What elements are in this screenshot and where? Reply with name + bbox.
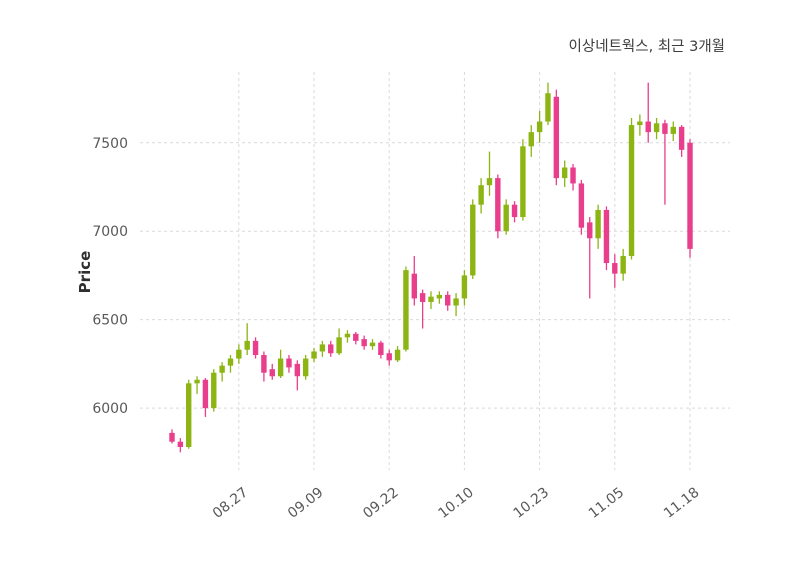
- candle-body: [553, 96, 560, 179]
- candle-body: [261, 355, 267, 373]
- candle-body: [486, 178, 493, 186]
- candle-body: [511, 204, 518, 218]
- candle-body: [344, 333, 351, 338]
- candle-body: [520, 146, 526, 218]
- candle-body: [227, 358, 234, 366]
- candle-body: [336, 337, 342, 354]
- x-tick-label: 10.23: [511, 485, 552, 522]
- candle-body: [177, 441, 184, 448]
- candle-body: [378, 342, 384, 356]
- candle-body: [169, 432, 175, 442]
- candle-body: [687, 142, 693, 249]
- y-tick-label: 7000: [92, 224, 128, 240]
- y-axis-label: Price: [76, 251, 94, 294]
- candle-body: [461, 275, 468, 299]
- candle-body: [386, 353, 392, 361]
- candle-body: [470, 204, 476, 276]
- candle-body: [603, 209, 610, 264]
- candle-body: [587, 222, 593, 239]
- x-tick-label: 08.27: [210, 485, 251, 522]
- candle-body: [536, 121, 543, 133]
- candle-body: [252, 340, 259, 356]
- candle-body: [478, 185, 484, 205]
- candle-body: [311, 351, 317, 359]
- x-tick-label: 11.05: [586, 485, 627, 522]
- candle-body: [670, 126, 676, 134]
- chart-title: 이상네트웍스, 최근 3개월: [569, 38, 725, 55]
- candle-body: [645, 121, 651, 133]
- candle-body: [211, 372, 217, 409]
- y-tick-label: 7500: [92, 136, 128, 152]
- plot-area: 6000 6500 7000 7500 08.27 09.09 09.22 10.10 10.2…: [92, 72, 730, 522]
- candle-body: [202, 379, 209, 409]
- y-tick-label: 6500: [92, 313, 128, 329]
- candle-body: [628, 125, 635, 256]
- candle-body: [495, 178, 501, 232]
- candle-body: [620, 255, 626, 274]
- x-tick-label: 10.10: [435, 485, 476, 522]
- candle-body: [662, 123, 668, 134]
- candle-body: [411, 273, 417, 299]
- candle-body: [403, 270, 409, 350]
- candle-body: [595, 209, 601, 239]
- candle-body: [277, 358, 284, 377]
- candle-body: [394, 349, 401, 361]
- candle-body: [186, 383, 192, 448]
- candle-body: [302, 358, 309, 377]
- candle-body: [219, 365, 225, 373]
- x-tick-label: 09.09: [285, 485, 326, 522]
- candle-body: [269, 369, 275, 377]
- candle-body: [428, 296, 434, 302]
- candle-body: [561, 167, 568, 179]
- candle-body: [528, 132, 534, 147]
- y-tick-label: 6000: [92, 401, 128, 417]
- candle-body: [361, 339, 367, 347]
- candle-body: [194, 379, 200, 384]
- candle-body: [653, 123, 660, 133]
- candle-body: [453, 298, 459, 306]
- candle-body: [678, 126, 685, 150]
- candle-body: [244, 340, 250, 350]
- candle-body: [570, 167, 576, 184]
- candle-body: [286, 358, 292, 368]
- candle-body: [545, 93, 551, 122]
- candle-body: [236, 349, 242, 359]
- candle-body: [369, 342, 376, 347]
- candle-body: [294, 363, 301, 377]
- x-tick-label: 09.22: [360, 485, 401, 522]
- candle-body: [503, 204, 509, 232]
- candle-body: [353, 333, 359, 341]
- candle-body: [436, 294, 443, 299]
- x-tick-label: 11.18: [661, 485, 702, 522]
- candle-body: [419, 293, 426, 302]
- candle-body: [612, 263, 618, 274]
- candle-body: [637, 121, 643, 126]
- candle-body: [445, 294, 451, 306]
- candle-body: [319, 344, 326, 352]
- candle-body: [578, 183, 585, 228]
- candle-body: [328, 344, 334, 354]
